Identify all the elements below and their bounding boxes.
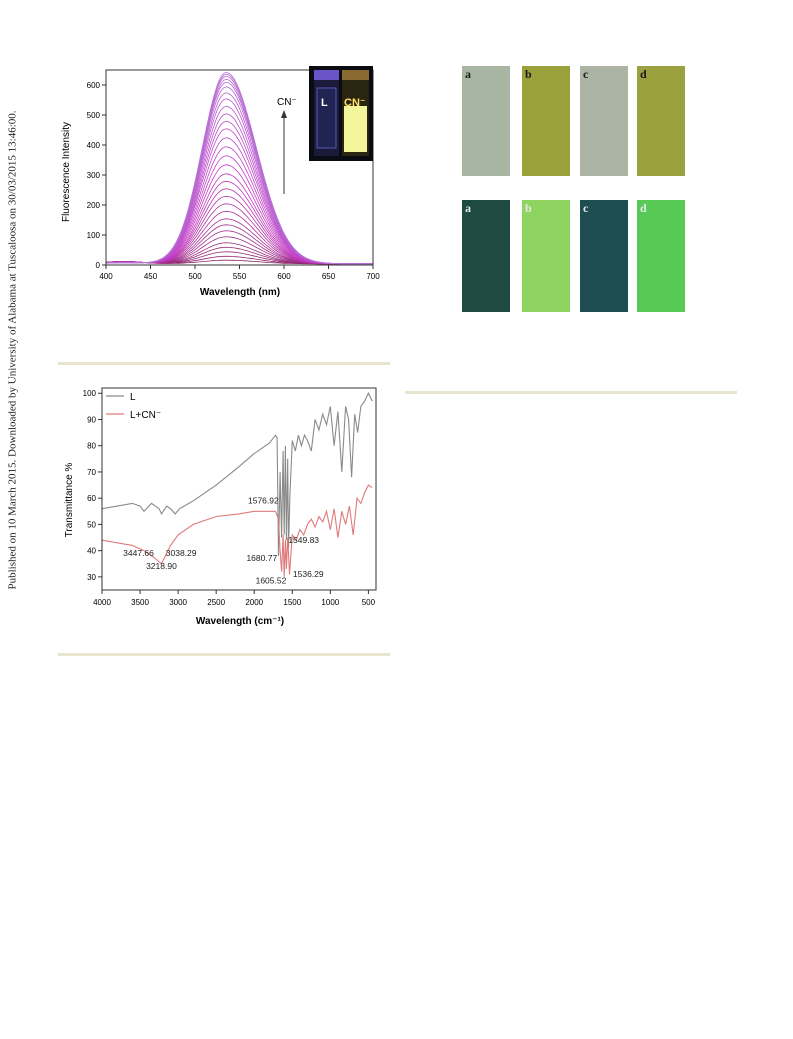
divider-left-bottom xyxy=(58,653,390,656)
fl-ytick-label: 200 xyxy=(87,201,101,210)
fl-arrowhead xyxy=(281,110,287,118)
ir-ytick-label: 70 xyxy=(87,468,96,477)
fl-series-line xyxy=(105,195,373,265)
ir-plot-frame xyxy=(101,387,377,591)
fl-series-line xyxy=(105,246,373,265)
ir-ytick-label: 50 xyxy=(87,520,96,529)
strip-row1-d: d xyxy=(637,66,685,176)
fl-xtick-label: 600 xyxy=(277,272,291,281)
fl-series-line xyxy=(105,230,373,265)
strip-row2-d: d xyxy=(637,200,685,312)
fl-series-line xyxy=(105,224,373,265)
fl-xtick-label: 400 xyxy=(99,272,113,281)
inset-label-cn: CN⁻ xyxy=(344,97,366,109)
fl-ylabel: Fluorescence Intensity xyxy=(61,122,72,222)
ir-ytick-label: 30 xyxy=(87,573,96,582)
inset-label-l: L xyxy=(321,97,328,109)
strip-label: d xyxy=(640,201,647,215)
ir-peak-label: 3218.90 xyxy=(146,561,177,571)
fl-ytick-label: 300 xyxy=(87,171,101,180)
ir-peak-label: 3447.66 xyxy=(123,548,154,558)
ir-xtick-label: 1000 xyxy=(321,598,339,607)
fl-series-line xyxy=(105,251,373,265)
ir-series-line xyxy=(101,484,373,577)
ir-legend: L L+CN⁻ xyxy=(106,392,161,421)
fl-xtick-label: 700 xyxy=(366,272,380,281)
fluorescence-chart: 400 450 500 550 600 650 700 0 100 200 300 400 500 600… xyxy=(61,66,380,298)
fl-xlabel: Wavelength (nm) xyxy=(200,287,280,298)
strip-label: c xyxy=(583,201,589,215)
ir-xlabel: Wavelength (cm⁻¹) xyxy=(196,616,284,627)
strip-label: b xyxy=(525,201,532,215)
ir-ylabel: Transmittance % xyxy=(64,463,75,538)
ir-xtick-label: 1500 xyxy=(283,598,301,607)
strip-row1-b: b xyxy=(522,66,570,176)
strip-row2-c: c xyxy=(580,200,628,312)
ir-figure: 4000 3500 3000 2500 2000 1500 1000 500 30 40 50 60 7… xyxy=(60,382,388,632)
ir-xtick-label: 3000 xyxy=(169,598,187,607)
strip-label: d xyxy=(640,67,647,81)
divider-left-top xyxy=(58,362,390,365)
ir-ytick-label: 40 xyxy=(87,547,96,556)
fl-xtick-label: 450 xyxy=(144,272,158,281)
fl-xtick-label: 500 xyxy=(188,272,202,281)
fl-series-line xyxy=(105,173,373,265)
strip-label: b xyxy=(525,67,532,81)
legend-lcn: L+CN⁻ xyxy=(130,410,161,421)
fl-series-line xyxy=(105,71,373,265)
fl-inset-photo: L CN⁻ xyxy=(309,66,373,161)
fl-ytick-label: 100 xyxy=(87,231,101,240)
ir-xtick-label: 3500 xyxy=(131,598,149,607)
ir-peak-label: 1549.83 xyxy=(288,535,319,545)
strip-label: c xyxy=(583,67,589,81)
ir-peak-label: 1576.92 xyxy=(248,495,279,505)
strip-row1-a: a xyxy=(462,66,510,176)
ir-peak-label: 1536.29 xyxy=(293,569,324,579)
fl-ytick-label: 500 xyxy=(87,111,101,120)
ir-peak-label: 3038.29 xyxy=(166,548,197,558)
fl-series-line xyxy=(105,146,373,265)
ir-xtick-label: 4000 xyxy=(93,598,111,607)
strip-label: a xyxy=(465,67,471,81)
ir-ytick-label: 90 xyxy=(87,415,96,424)
ir-ytick-label: 100 xyxy=(83,389,97,398)
ir-series-line xyxy=(101,391,373,556)
ir-peak-label: 1680.77 xyxy=(246,553,277,563)
fl-ytick-label: 600 xyxy=(87,81,101,90)
fluorescence-figure: 400 450 500 550 600 650 700 0 100 200 300 400 500 600… xyxy=(55,62,385,302)
strip-row2-b: b xyxy=(522,200,570,312)
ir-ytick-label: 80 xyxy=(87,442,96,451)
sidebar-publication-note: Published on 10 March 2015. Downloaded b… xyxy=(2,40,24,660)
fl-xtick-label: 650 xyxy=(322,272,336,281)
ir-peak-label: 1605.52 xyxy=(256,575,287,585)
strip-row1-c: c xyxy=(580,66,628,176)
publication-note-text: Published on 10 March 2015. Downloaded b… xyxy=(7,110,20,590)
divider-right xyxy=(405,391,737,394)
test-strip-figure: a b c d a b c d xyxy=(462,66,690,314)
ir-chart: 4000 3500 3000 2500 2000 1500 1000 500 30 40 50 60 7… xyxy=(64,387,377,627)
strip-label: a xyxy=(465,201,471,215)
legend-l: L xyxy=(130,392,136,403)
fl-ytick-label: 400 xyxy=(87,141,101,150)
fl-xtick-label: 550 xyxy=(233,272,247,281)
fl-series-line xyxy=(105,236,373,265)
fl-ytick-label: 0 xyxy=(96,261,101,270)
fl-annotation: CN⁻ xyxy=(277,97,297,108)
strip-row2-a: a xyxy=(462,200,510,312)
ir-ytick-label: 60 xyxy=(87,494,96,503)
ir-xtick-label: 2500 xyxy=(207,598,225,607)
ir-xtick-label: 500 xyxy=(362,598,376,607)
ir-xtick-label: 2000 xyxy=(245,598,263,607)
fl-series-line xyxy=(105,210,373,265)
